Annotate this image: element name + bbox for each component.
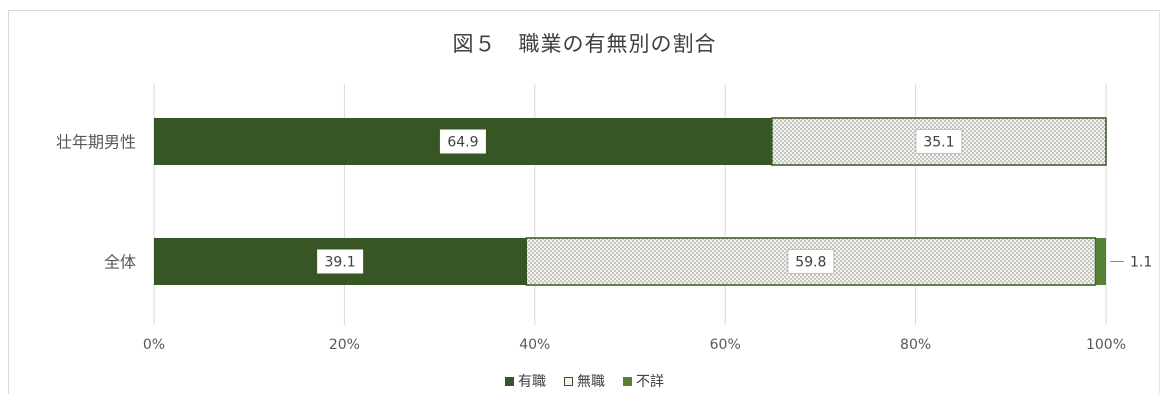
data-label-box (787, 249, 835, 274)
category-label: 壮年期男性 (56, 133, 136, 152)
legend-item-employed: 有職 (505, 371, 546, 391)
x-tick-label: 0% (143, 337, 165, 353)
legend-label-unknown: 不詳 (636, 374, 664, 390)
legend-swatch-unknown (623, 376, 632, 386)
data-label: 1.1 (1130, 255, 1152, 271)
category-label: 全体 (104, 253, 136, 272)
x-tick-label: 20% (329, 337, 360, 353)
data-label: 64.9 (447, 135, 478, 151)
legend-item-unknown: 不詳 (623, 371, 664, 391)
x-tick-label: 80% (900, 337, 931, 353)
data-label: 35.1 (923, 135, 954, 151)
chart-legend: 有職 無職 不詳 (0, 371, 1169, 391)
bar-segment (1095, 238, 1106, 285)
data-label: 39.1 (325, 255, 356, 271)
legend-swatch-employed (505, 376, 514, 386)
x-tick-label: 40% (519, 337, 550, 353)
legend-item-unemployed: 無職 (564, 371, 605, 391)
data-label-box (317, 249, 364, 274)
x-tick-label: 100% (1086, 337, 1126, 353)
data-label: 59.8 (795, 255, 826, 271)
legend-label-employed: 有職 (518, 374, 546, 390)
legend-swatch-unemployed (564, 376, 573, 386)
chart-frame (8, 10, 1160, 394)
data-label-box (915, 129, 963, 154)
legend-label-unemployed: 無職 (577, 374, 605, 390)
chart-title: 図５ 職業の有無別の割合 (452, 32, 717, 56)
data-label-box (439, 129, 486, 154)
x-tick-label: 60% (710, 337, 741, 353)
